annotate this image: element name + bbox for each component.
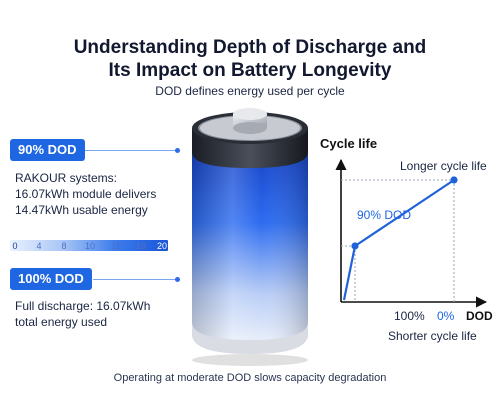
annotation-shorter-cycle-life: Shorter cycle life — [388, 329, 477, 343]
scale-label-6: 20 — [156, 241, 167, 251]
badge-100-dod: 100% DOD — [10, 268, 92, 290]
battery-terminal-top — [233, 108, 267, 120]
data-point-2 — [450, 176, 458, 184]
scale-label-0: 0 — [12, 241, 18, 251]
x-tick-100: 100% — [394, 309, 425, 323]
annotation-longer-cycle-life: Longer cycle life — [400, 159, 487, 173]
page-title-line-1: Understanding Depth of Discharge and — [73, 37, 427, 58]
leader-line-100 — [93, 279, 177, 280]
scale-bar — [10, 240, 168, 251]
y-axis-label: Cycle life — [320, 136, 377, 151]
callout-100-line-2: total energy used — [15, 315, 108, 329]
scale-label-5: 18 — [135, 241, 147, 251]
battery-bottom-rim — [192, 322, 308, 354]
series-line — [342, 179, 455, 301]
battery-body-shade — [192, 152, 308, 354]
cycle-life-chart: Cycle life Longer cycle life 90% DOD 100… — [320, 136, 493, 343]
callout-90-line-3: 14.47kWh usable energy — [15, 203, 148, 217]
annotation-90-dod: 90% DOD — [357, 208, 411, 222]
data-point-1 — [351, 242, 359, 250]
page-title-line-2: Its Impact on Battery Longevity — [108, 60, 392, 81]
callout-90-line-2: 16.07kWh module delivers — [15, 187, 157, 201]
footer-note: Operating at moderate DOD slows capacity… — [113, 372, 387, 384]
battery-shadow — [192, 354, 308, 366]
leader-line-90 — [85, 150, 177, 151]
page-subtitle: DOD defines energy used per cycle — [155, 84, 345, 98]
battery-illustration — [192, 108, 308, 366]
scale-label-4: 12 — [110, 241, 122, 251]
callout-90-line-1: RAKOUR systems: — [15, 171, 118, 185]
x-tick-0: 0% — [437, 309, 455, 323]
scale-label-3: 10 — [84, 241, 96, 251]
scale-label-1: 4 — [36, 241, 42, 251]
battery-terminal-base — [233, 122, 267, 134]
callout-100-line-1: Full discharge: 16.07kWh — [15, 299, 151, 313]
scale-label-2: 8 — [61, 241, 67, 251]
badge-90-dod: 90% DOD — [10, 139, 85, 161]
x-axis-label: DOD — [466, 309, 493, 323]
leader-dot-100 — [175, 277, 180, 282]
leader-dot-90 — [175, 148, 180, 153]
